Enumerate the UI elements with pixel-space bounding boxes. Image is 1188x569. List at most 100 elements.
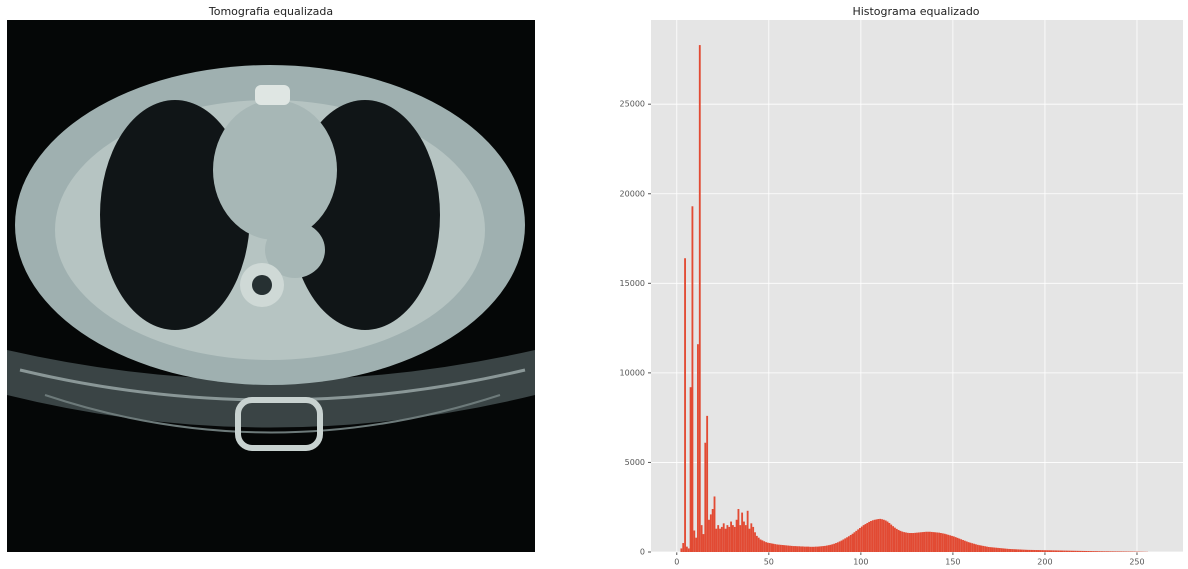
bar — [982, 546, 984, 552]
bar — [1087, 551, 1089, 552]
bar — [691, 206, 693, 552]
bar — [1043, 550, 1045, 552]
bar — [933, 532, 935, 552]
bar — [942, 533, 944, 552]
bar — [772, 544, 774, 552]
bar — [756, 536, 758, 552]
bar — [946, 534, 948, 552]
bar — [795, 546, 797, 552]
bar — [1071, 551, 1073, 552]
x-tick-label: 0 — [674, 558, 679, 566]
bar — [868, 522, 870, 552]
bar — [960, 539, 962, 552]
plot-background — [651, 20, 1183, 552]
bar — [1065, 551, 1067, 552]
ct-image — [7, 20, 535, 552]
bar — [780, 545, 782, 552]
bar — [881, 519, 883, 552]
bar — [931, 532, 933, 552]
bar — [1017, 549, 1019, 552]
x-tick-label: 250 — [1129, 558, 1144, 566]
bar — [986, 547, 988, 552]
bar — [922, 532, 924, 552]
bar — [894, 528, 896, 552]
bar — [877, 519, 879, 552]
bar — [771, 543, 773, 552]
bar — [1108, 551, 1110, 552]
bar — [717, 525, 719, 552]
bar — [1104, 551, 1106, 552]
bar — [863, 525, 865, 552]
bar — [883, 520, 885, 552]
bar — [703, 534, 705, 552]
bar — [903, 532, 905, 552]
bar — [734, 527, 736, 552]
bar — [747, 511, 749, 552]
bar — [920, 532, 922, 552]
bar — [971, 543, 973, 552]
bar — [839, 541, 841, 552]
y-tick-label: 20000 — [620, 189, 645, 198]
bar — [992, 547, 994, 552]
y-tick-label: 0 — [640, 548, 645, 557]
bar — [1010, 549, 1012, 552]
bar — [848, 536, 850, 552]
bar — [879, 519, 881, 552]
bar — [828, 545, 830, 552]
bar — [749, 529, 751, 552]
bar — [758, 538, 760, 552]
bar — [993, 548, 995, 552]
bar — [914, 533, 916, 552]
bar — [887, 522, 889, 552]
bar — [852, 534, 854, 552]
bar — [1074, 551, 1076, 552]
bar — [837, 542, 839, 552]
bar — [905, 532, 907, 552]
bar — [981, 546, 983, 552]
bar — [765, 542, 767, 552]
bar — [1058, 550, 1060, 552]
bar — [958, 539, 960, 552]
bar — [778, 545, 780, 552]
y-tick-label: 25000 — [620, 100, 645, 109]
bar — [782, 545, 784, 552]
bar — [738, 509, 740, 552]
bar — [1082, 551, 1084, 552]
bar — [969, 543, 971, 552]
bar — [885, 520, 887, 552]
x-tick-label: 100 — [853, 558, 868, 566]
bar — [1100, 551, 1102, 552]
bar — [951, 536, 953, 552]
bar — [809, 547, 811, 552]
bar — [857, 529, 859, 552]
bar — [741, 513, 743, 552]
x-tick-label: 50 — [764, 558, 774, 566]
bar — [796, 546, 798, 552]
bar — [754, 532, 756, 552]
bar — [736, 520, 738, 552]
bar — [1027, 550, 1029, 552]
bar — [807, 547, 809, 552]
bar — [995, 548, 997, 552]
bar — [798, 546, 800, 552]
bar — [817, 547, 819, 552]
bar — [1063, 551, 1065, 552]
bar — [793, 546, 795, 552]
bar — [684, 258, 686, 552]
bar — [907, 533, 909, 552]
bar — [918, 532, 920, 552]
y-tick-label: 10000 — [620, 368, 645, 377]
bar — [865, 524, 867, 552]
bar — [767, 543, 769, 552]
x-tick-label: 150 — [945, 558, 960, 566]
bar — [682, 543, 684, 552]
bar — [1054, 550, 1056, 552]
bar — [855, 531, 857, 552]
bar — [964, 541, 966, 552]
bar — [911, 533, 913, 552]
bar — [1109, 551, 1111, 552]
bar — [1120, 551, 1122, 552]
bar — [892, 526, 894, 552]
bar — [784, 545, 786, 552]
